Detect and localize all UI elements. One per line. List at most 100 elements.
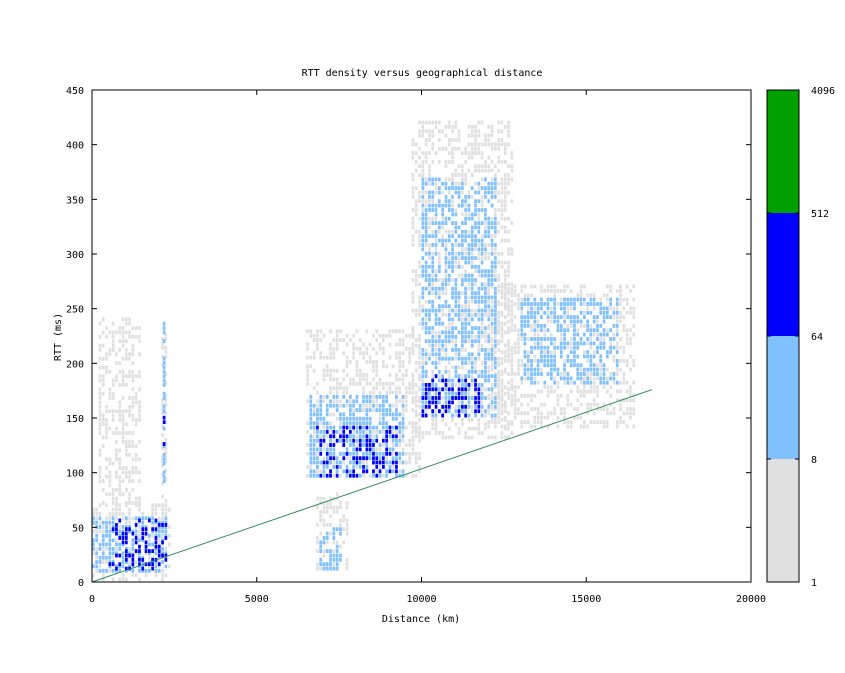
heatmap-cell (428, 326, 431, 330)
heatmap-cell (108, 555, 112, 560)
heatmap-cell (477, 422, 481, 427)
heatmap-cell (592, 306, 596, 311)
heatmap-cell (342, 403, 346, 408)
heatmap-cell (467, 404, 471, 409)
heatmap-cell (464, 247, 467, 252)
heatmap-cell (388, 386, 392, 391)
heatmap-cell (563, 372, 566, 376)
heatmap-cell (438, 160, 441, 164)
heatmap-cell (484, 256, 487, 260)
heatmap-cell (164, 446, 168, 451)
heatmap-cell (161, 529, 164, 534)
heatmap-cell (484, 208, 487, 212)
heatmap-cell (438, 343, 441, 348)
heatmap-cell (431, 269, 435, 274)
heatmap-cell (622, 324, 626, 328)
heatmap-cell (467, 273, 471, 278)
heatmap-cell (401, 425, 405, 430)
heatmap-cell (339, 518, 342, 523)
heatmap-cell (368, 408, 372, 412)
heatmap-cell (98, 426, 102, 431)
heatmap-cell (151, 560, 154, 564)
heatmap-cell (606, 306, 609, 311)
heatmap-cell (589, 337, 593, 341)
heatmap-cell (447, 151, 451, 155)
heatmap-cell (395, 434, 398, 439)
heatmap-cell (444, 313, 448, 317)
heatmap-cell (401, 377, 405, 382)
heatmap-cell (583, 315, 586, 319)
heatmap-cell (431, 304, 435, 309)
heatmap-cell (352, 465, 355, 469)
heatmap-cell (477, 251, 481, 256)
heatmap-cell (309, 416, 313, 421)
heatmap-cell (118, 492, 122, 497)
heatmap-cell (467, 168, 471, 173)
heatmap-cell (494, 142, 497, 147)
heatmap-cell (444, 299, 448, 304)
heatmap-cell (497, 310, 500, 315)
heatmap-cell (487, 168, 491, 173)
heatmap-cell (101, 330, 105, 335)
heatmap-cell (586, 324, 589, 328)
heatmap-cell (576, 407, 580, 411)
heatmap-cell (421, 348, 425, 352)
heatmap-cell (615, 367, 619, 372)
heatmap-cell (569, 350, 573, 354)
heatmap-cell (309, 460, 313, 465)
heatmap-cell (507, 216, 510, 221)
heatmap-cell (507, 229, 510, 234)
heatmap-cell (530, 407, 533, 411)
heatmap-cell (391, 412, 395, 417)
heatmap-cell (444, 409, 448, 414)
heatmap-cell (306, 368, 309, 373)
heatmap-cell (589, 372, 593, 376)
heatmap-cell (464, 304, 467, 309)
heatmap-cell (480, 199, 484, 204)
heatmap-cell (125, 549, 128, 553)
heatmap-cell (121, 431, 125, 435)
heatmap-cell (438, 334, 441, 339)
heatmap-cell (500, 378, 504, 383)
heatmap-cell (101, 533, 105, 538)
heatmap-cell (128, 516, 131, 521)
heatmap-cell (500, 361, 504, 365)
heatmap-cell (95, 547, 98, 551)
heatmap-cell (98, 356, 102, 361)
heatmap-cell (325, 465, 329, 469)
heatmap-cell (589, 367, 593, 372)
heatmap-cell (161, 463, 164, 468)
heatmap-cell (312, 351, 316, 356)
heatmap-cell (467, 374, 471, 379)
heatmap-cell (589, 297, 593, 302)
heatmap-cell (487, 125, 491, 129)
heatmap-cell (569, 389, 573, 394)
heatmap-cell (494, 190, 497, 195)
heatmap-cell (101, 520, 105, 525)
heatmap-cell (632, 284, 636, 289)
heatmap-cell (484, 243, 487, 247)
heatmap-cell (494, 302, 497, 306)
heatmap-cell (391, 469, 395, 474)
heatmap-cell (424, 160, 428, 164)
heatmap-cell (325, 501, 329, 505)
heatmap-cell (490, 330, 494, 335)
heatmap-cell (398, 430, 402, 434)
heatmap-cell (553, 380, 556, 385)
heatmap-cell (451, 229, 454, 234)
heatmap-cell (421, 151, 425, 155)
heatmap-cell (457, 317, 461, 322)
heatmap-cell (530, 380, 533, 385)
heatmap-cell (418, 361, 421, 365)
heatmap-cell (536, 407, 540, 411)
heatmap-cell (431, 291, 435, 295)
heatmap-cell (629, 367, 632, 372)
heatmap-cell (451, 378, 454, 383)
heatmap-cell (451, 146, 454, 151)
heatmap-cell (421, 431, 425, 435)
heatmap-cell (447, 317, 451, 322)
heatmap-cell (118, 529, 122, 534)
heatmap-cell (111, 431, 115, 435)
heatmap-cell (161, 472, 164, 477)
heatmap-cell (619, 310, 622, 315)
